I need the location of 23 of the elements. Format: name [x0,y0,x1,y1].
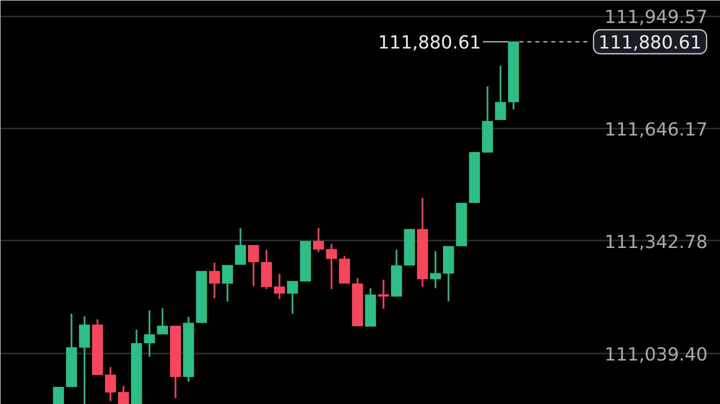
candlestick [287,280,298,315]
candlestick [378,278,389,310]
candlestick [209,262,220,300]
candlestick [495,64,506,121]
ref-line-label: 111,880.61 [598,32,702,54]
candlestick [274,272,285,300]
candlestick [248,244,259,287]
annotation: 111,880.61 [378,32,481,54]
candlestick [144,310,155,358]
y-tick-label: 111,342.78 [604,232,708,253]
candlestick [105,366,116,402]
y-tick-label: 111,039.40 [604,344,708,366]
candlestick [313,227,324,253]
y-tick-label: 111,949.57 [604,7,708,28]
candlestick [326,242,337,290]
candlestick [118,385,129,404]
y-tick-label: 111,646.17 [604,120,708,141]
candlestick [157,307,168,335]
candlestick [79,316,90,404]
candlestick [430,250,441,290]
candlestick [53,386,64,404]
candlestick [222,264,233,302]
candlestick [235,227,246,266]
